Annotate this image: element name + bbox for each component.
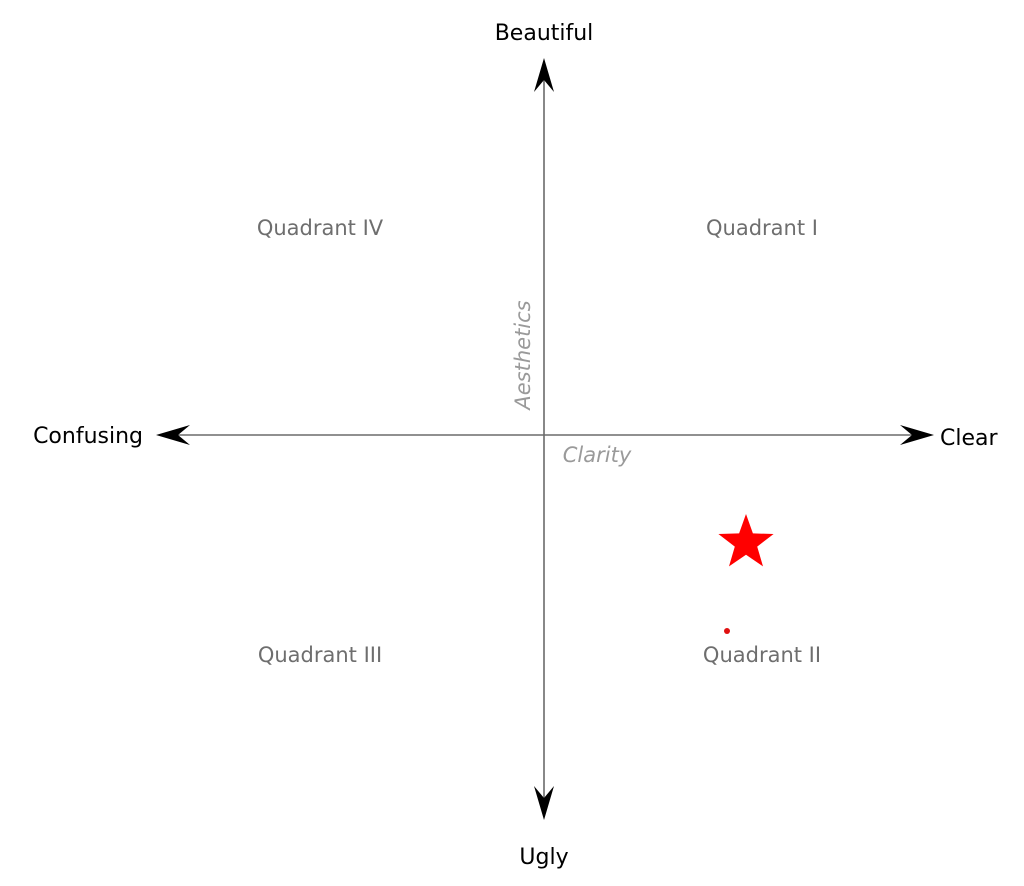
vertical-axis-name: Aesthetics <box>511 300 535 411</box>
arrow-down-icon <box>534 786 554 820</box>
dot-icon <box>724 628 730 634</box>
quadrant-label-iii: Quadrant III <box>258 643 382 667</box>
arrow-up-icon <box>534 58 554 92</box>
axis-bottom-label: Ugly <box>519 845 568 870</box>
quadrant-label-i: Quadrant I <box>706 216 818 240</box>
horizontal-axis-name: Clarity <box>563 443 632 467</box>
quadrant-label-ii: Quadrant II <box>703 643 821 667</box>
axis-top-label: Beautiful <box>495 21 594 46</box>
arrow-left-icon <box>156 425 190 445</box>
quadrant-label-iv: Quadrant IV <box>257 216 384 240</box>
axis-right-label: Clear <box>940 426 998 451</box>
axis-left-label: Confusing <box>33 424 143 449</box>
star-icon <box>718 514 774 567</box>
arrow-right-icon <box>900 425 934 445</box>
